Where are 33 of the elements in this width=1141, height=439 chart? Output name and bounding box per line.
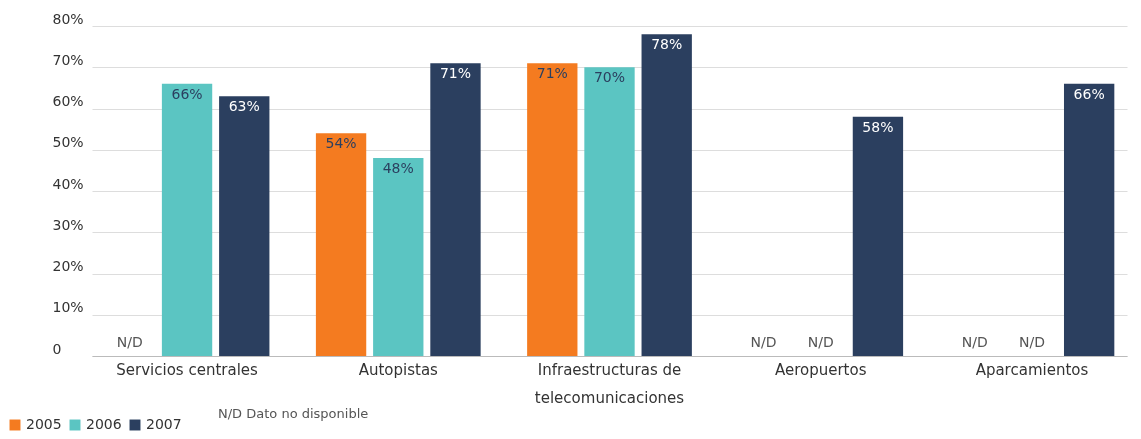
data-label: 54% bbox=[325, 135, 357, 152]
x-tick-label: Infraestructuras de telecomunicaciones bbox=[534, 360, 685, 407]
text: N/D bbox=[1018, 334, 1045, 350]
y-tick-label: 50% bbox=[52, 134, 84, 151]
data-label: 48% bbox=[382, 160, 414, 176]
data-label: 58% bbox=[862, 118, 894, 135]
y-tick-label: 60% bbox=[52, 93, 84, 109]
y-tick-label: 70% bbox=[52, 51, 84, 68]
text: N/D bbox=[116, 334, 143, 350]
y-tick-label: 30% bbox=[52, 216, 84, 233]
y-tick-label: 40% bbox=[52, 175, 84, 192]
text: N/D bbox=[807, 334, 834, 350]
data-label: 78% bbox=[651, 36, 683, 53]
x-tick-label: Aparcamientos bbox=[975, 360, 1089, 379]
text: N/D Dato no disponible bbox=[218, 406, 369, 421]
y-tick-label: 80% bbox=[52, 10, 84, 27]
x-tick-label: Autopistas bbox=[358, 360, 439, 379]
data-label: 71% bbox=[536, 65, 568, 82]
data-label: 66% bbox=[171, 85, 203, 102]
data-label: 66% bbox=[1073, 85, 1105, 102]
x-tick-label: Aeropuertos bbox=[774, 360, 867, 379]
y-tick-label: 10% bbox=[52, 299, 84, 316]
text: N/D bbox=[961, 334, 988, 350]
data-label: 70% bbox=[593, 69, 626, 86]
legend-label: 2005 bbox=[26, 416, 62, 432]
y-tick-label: 0 bbox=[52, 340, 62, 357]
data-label: 71% bbox=[439, 65, 472, 82]
legend-label: 2006 bbox=[86, 416, 122, 432]
x-tick-label: Servicios centrales bbox=[116, 360, 259, 379]
legend-label: 2007 bbox=[146, 416, 182, 432]
y-tick-label: 20% bbox=[52, 258, 84, 274]
data-label: 63% bbox=[228, 98, 260, 115]
text: N/D bbox=[750, 334, 777, 350]
